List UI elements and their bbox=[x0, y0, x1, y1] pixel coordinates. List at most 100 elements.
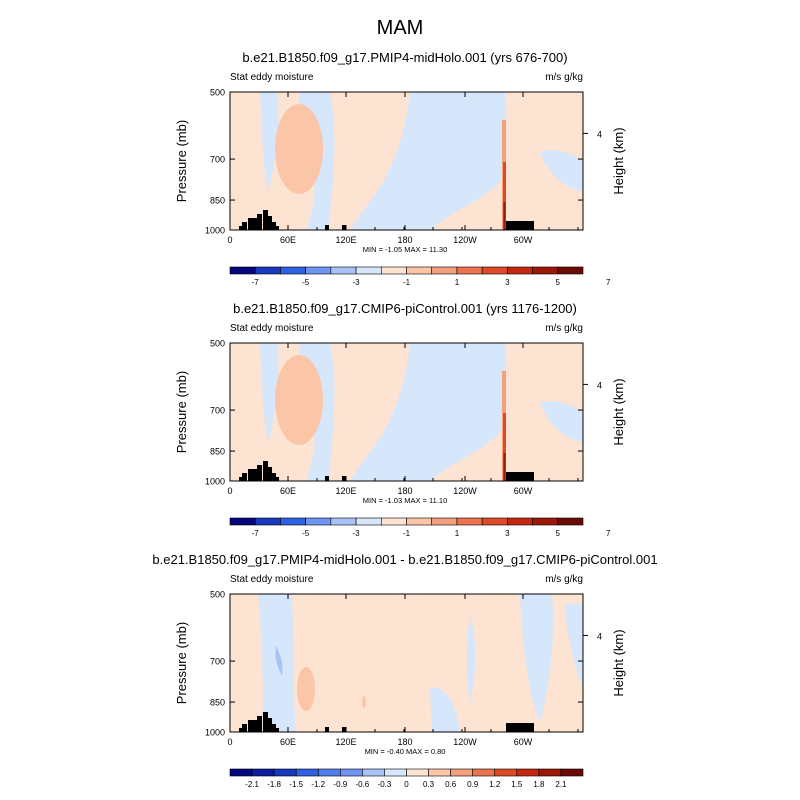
colorbar-label: 0.3 bbox=[423, 780, 435, 789]
colorbar-label: 5 bbox=[556, 278, 561, 287]
contour-fill bbox=[328, 92, 410, 230]
x-tick-label: 120E bbox=[335, 486, 356, 496]
colorbar-swatch bbox=[280, 517, 306, 526]
colorbar-swatch bbox=[428, 768, 451, 777]
colorbar-swatch bbox=[532, 266, 559, 275]
height-axis-label: Height (km) bbox=[611, 378, 626, 445]
x-tick-label: 0 bbox=[227, 737, 232, 747]
colorbar-swatch bbox=[557, 517, 584, 526]
topography-mountain bbox=[257, 716, 262, 732]
right-label: m/s g/kg bbox=[545, 72, 583, 83]
y-tick-label: 1000 bbox=[205, 728, 225, 738]
colorbar-swatch bbox=[538, 768, 562, 777]
colorbar-swatch bbox=[406, 768, 429, 777]
left-label: Stat eddy moisture bbox=[230, 574, 314, 585]
colorbar-swatch bbox=[254, 517, 281, 526]
right-label: m/s g/kg bbox=[545, 574, 583, 585]
contour-fill bbox=[430, 92, 583, 230]
colorbar-swatch bbox=[355, 266, 382, 275]
y-axis-label: Pressure (mb) bbox=[174, 371, 189, 453]
colorbar-label: -0.3 bbox=[378, 780, 392, 789]
topography-mountain bbox=[274, 728, 279, 732]
colorbar-label: 0.6 bbox=[445, 780, 457, 789]
colorbar-swatch bbox=[406, 517, 433, 526]
colorbar-label: -3 bbox=[353, 529, 361, 538]
colorbar-swatch bbox=[380, 266, 407, 275]
y-tick-label: 500 bbox=[210, 88, 225, 98]
topography-mountain bbox=[267, 467, 272, 481]
contour-fill bbox=[503, 413, 506, 481]
contour-fill bbox=[503, 162, 506, 230]
topography-mountain bbox=[325, 225, 329, 230]
stats-label: MIN = -1.05 MAX = 11.30 bbox=[363, 245, 448, 254]
colorbar-swatch bbox=[273, 768, 297, 777]
contour-fill bbox=[540, 401, 583, 443]
topography-mountain bbox=[506, 221, 534, 230]
contour-fill bbox=[275, 646, 283, 676]
colorbar-swatch bbox=[450, 768, 473, 777]
x-tick-label: 120E bbox=[335, 737, 356, 747]
x-tick-label: 120W bbox=[453, 235, 477, 245]
right-label: m/s g/kg bbox=[545, 323, 583, 334]
topography-mountain bbox=[253, 469, 258, 481]
topography-mountain bbox=[325, 476, 329, 481]
topography-mountain bbox=[253, 218, 258, 230]
contour-fill bbox=[362, 696, 366, 708]
x-tick-label: 0 bbox=[227, 486, 232, 496]
topography-mountain bbox=[267, 216, 272, 230]
height-tick-label: 4 bbox=[597, 631, 602, 641]
topography-mountain bbox=[257, 465, 262, 481]
topography-mountain bbox=[271, 473, 276, 481]
colorbar-swatch bbox=[516, 768, 540, 777]
topography-mountain bbox=[263, 712, 268, 732]
colorbar-label: -1.8 bbox=[267, 780, 281, 789]
y-tick-label: 500 bbox=[210, 590, 225, 600]
topography-mountain bbox=[506, 723, 534, 732]
contour-fill bbox=[297, 667, 315, 711]
topography-mountain bbox=[239, 477, 244, 481]
stats-label: MIN = -0.40 MAX = 0.80 bbox=[365, 747, 446, 756]
colorbar-swatch bbox=[431, 517, 458, 526]
colorbar-swatch bbox=[317, 768, 341, 777]
topography-mountain bbox=[342, 225, 346, 230]
colorbar-swatch bbox=[229, 768, 253, 777]
y-axis-label: Pressure (mb) bbox=[174, 622, 189, 704]
contour-fill bbox=[565, 604, 583, 689]
y-tick-label: 850 bbox=[210, 698, 225, 708]
colorbar-label: -1.5 bbox=[289, 780, 303, 789]
topography-mountain bbox=[239, 226, 244, 230]
topography-mountain bbox=[342, 476, 346, 481]
topography-mountain bbox=[274, 226, 279, 230]
x-tick-label: 180 bbox=[397, 486, 412, 496]
colorbar-swatch bbox=[295, 768, 319, 777]
topography-mountain bbox=[242, 724, 247, 732]
x-tick-label: 60E bbox=[280, 486, 296, 496]
contour-fill bbox=[328, 343, 410, 481]
contour-fill bbox=[260, 92, 279, 192]
topography-mountain bbox=[274, 477, 279, 481]
colorbar-label: -7 bbox=[252, 529, 260, 538]
colorbar-label: 1.5 bbox=[511, 780, 523, 789]
contour-fill bbox=[540, 150, 583, 192]
x-tick-label: 60W bbox=[514, 737, 533, 747]
height-axis-label: Height (km) bbox=[611, 629, 626, 696]
colorbar-swatch bbox=[456, 517, 483, 526]
contour-field bbox=[230, 594, 583, 732]
topography-mountain bbox=[267, 718, 272, 732]
colorbar-swatch bbox=[305, 266, 332, 275]
colorbar-swatch bbox=[280, 266, 306, 275]
contour-fill bbox=[467, 614, 476, 704]
topography-mountain bbox=[506, 472, 534, 481]
colorbar-label: -5 bbox=[302, 278, 310, 287]
topography-mountain bbox=[248, 218, 253, 230]
height-tick-label: 4 bbox=[597, 129, 602, 139]
colorbar-swatch bbox=[251, 768, 275, 777]
height-axis-label: Height (km) bbox=[611, 127, 626, 194]
y-tick-label: 850 bbox=[210, 196, 225, 206]
colorbar-swatch bbox=[507, 266, 533, 275]
contour-fill bbox=[430, 343, 583, 481]
colorbar-swatch bbox=[380, 517, 407, 526]
topography-mountain bbox=[342, 727, 346, 732]
topography-mountain bbox=[248, 720, 253, 732]
x-tick-label: 120W bbox=[453, 737, 477, 747]
